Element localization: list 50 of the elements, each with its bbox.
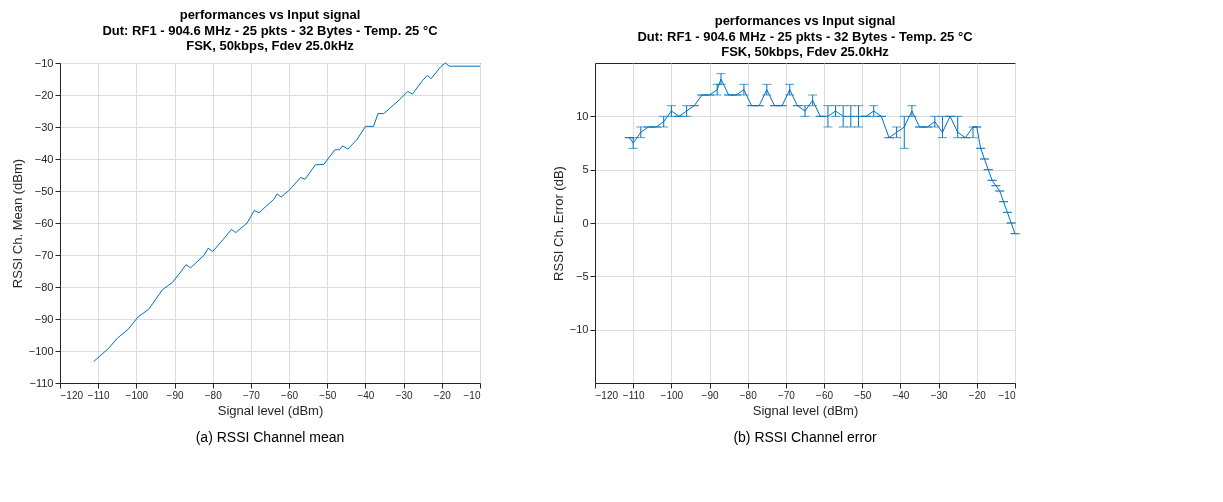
chart-title: performances vs Input signal bbox=[179, 7, 361, 22]
y-tick-label: −110 bbox=[29, 376, 54, 389]
x-tick-label: −110 bbox=[87, 389, 110, 401]
y-tick-label: 0 bbox=[582, 216, 589, 229]
x-tick-label: −100 bbox=[125, 389, 149, 401]
x-tick-label: −40 bbox=[357, 389, 375, 401]
x-tick-label: −80 bbox=[204, 389, 223, 401]
x-tick-label: −50 bbox=[854, 389, 872, 401]
y-tick-label: −10 bbox=[34, 56, 54, 69]
x-tick-label: −90 bbox=[701, 389, 719, 401]
x-tick-label: −30 bbox=[395, 389, 414, 401]
x-tick-label: −40 bbox=[892, 389, 910, 401]
x-tick-label: −10 bbox=[998, 389, 1016, 401]
text: (a) RSSI Channel mean bbox=[195, 429, 345, 445]
x-tick-label: −70 bbox=[242, 389, 261, 401]
x-tick-label: −60 bbox=[281, 389, 299, 401]
y-axis-title: RSSI Ch. Mean (dBm) bbox=[9, 158, 25, 289]
y-tick-label: −20 bbox=[34, 88, 54, 101]
x-tick-label: −120 bbox=[60, 389, 84, 401]
y-tick-label: −60 bbox=[34, 216, 54, 229]
y-tick-label: −10 bbox=[569, 323, 589, 336]
y-tick-label: −70 bbox=[34, 248, 54, 261]
y-tick-label: −40 bbox=[34, 152, 54, 165]
x-tick-label: −10 bbox=[463, 389, 481, 401]
y-tick-label: −5 bbox=[575, 269, 589, 282]
chart-subtitle: Dut: RF1 - 904.6 MHz - 25 pkts - 32 Bytes - Temp. 25 °C FSK, 50kbps, Fdev 25.0kHz bbox=[102, 23, 439, 53]
x-axis-title: Signal level (dBm) bbox=[217, 402, 324, 418]
y-tick-label: −30 bbox=[34, 120, 54, 133]
x-tick-label: −50 bbox=[319, 389, 337, 401]
x-tick-label: −110 bbox=[622, 389, 645, 401]
y-tick-label: −90 bbox=[34, 312, 54, 325]
y-tick-label: −50 bbox=[34, 184, 54, 197]
y-tick-label: 10 bbox=[576, 109, 589, 122]
x-tick-label: −90 bbox=[166, 389, 184, 401]
x-tick-label: −70 bbox=[777, 389, 796, 401]
y-tick-label: −100 bbox=[28, 344, 54, 357]
x-tick-label: −20 bbox=[968, 389, 987, 401]
x-axis-title: Signal level (dBm) bbox=[752, 402, 859, 418]
text: (b) RSSI Channel error bbox=[733, 429, 877, 445]
chart-subtitle: Dut: RF1 - 904.6 MHz - 25 pkts - 32 Bytes - Temp. 25 °C FSK, 50kbps, Fdev 25.0kHz bbox=[637, 29, 974, 59]
x-tick-label: −60 bbox=[816, 389, 834, 401]
x-tick-label: −100 bbox=[660, 389, 684, 401]
y-axis-title: RSSI Ch. Error (dB) bbox=[550, 166, 566, 281]
x-tick-label: −120 bbox=[595, 389, 619, 401]
y-tick-label: −80 bbox=[34, 280, 54, 293]
x-tick-label: −80 bbox=[739, 389, 758, 401]
x-tick-label: −30 bbox=[930, 389, 949, 401]
chart-title: performances vs Input signal bbox=[714, 13, 896, 28]
x-tick-label: −20 bbox=[433, 389, 452, 401]
y-tick-label: 5 bbox=[582, 163, 589, 176]
